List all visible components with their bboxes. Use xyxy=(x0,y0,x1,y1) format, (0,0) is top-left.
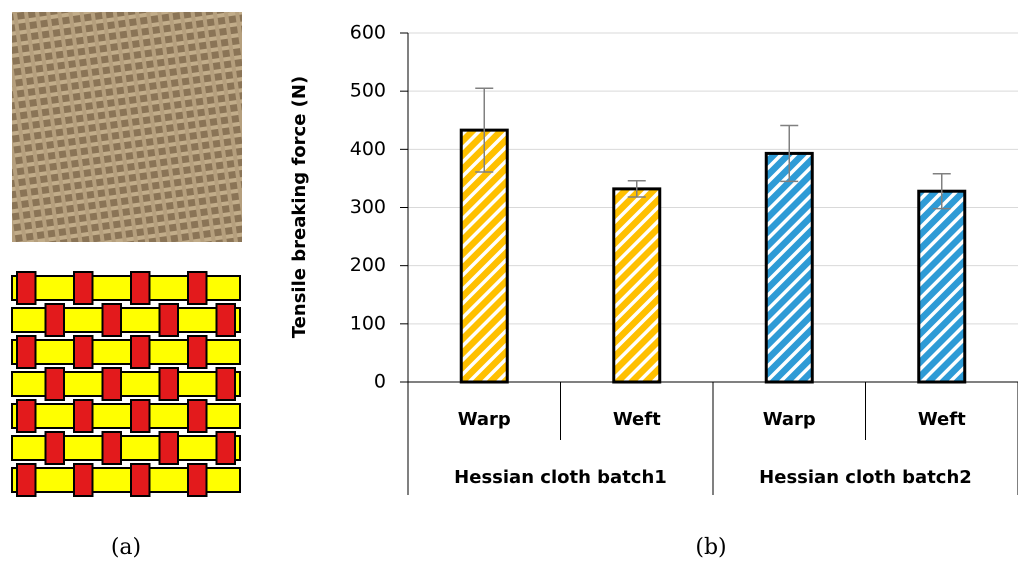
warp-strip xyxy=(73,463,94,497)
panel-label: (a) xyxy=(111,535,141,560)
warp-strip xyxy=(44,303,65,337)
warp-strip xyxy=(73,271,94,305)
y-tick-label: 500 xyxy=(350,80,386,102)
warp-strip xyxy=(16,335,37,369)
warp-strip xyxy=(158,367,179,401)
warp-strip xyxy=(16,399,37,433)
fabric-photo xyxy=(12,12,242,242)
warp-strip xyxy=(44,367,65,401)
warp-strip xyxy=(130,463,151,497)
warp-strip xyxy=(158,303,179,337)
bar xyxy=(917,189,967,384)
warp-strip xyxy=(16,271,37,305)
y-tick-label: 200 xyxy=(350,254,386,276)
warp-strip xyxy=(187,271,208,305)
warp-strip xyxy=(187,463,208,497)
x-tick-label: Warp xyxy=(458,409,511,430)
warp-strip xyxy=(215,303,236,337)
warp-strip xyxy=(101,431,122,465)
y-tick-label: 600 xyxy=(350,22,386,44)
x-tick-label: Weft xyxy=(613,409,661,430)
y-axis-label: Tensile breaking force (N) xyxy=(289,76,310,338)
warp-strip xyxy=(44,431,65,465)
x-tick-label: Warp xyxy=(763,409,816,430)
warp-strip xyxy=(130,335,151,369)
warp-strip xyxy=(130,271,151,305)
bar xyxy=(612,187,662,384)
panel-label: (b) xyxy=(695,535,726,560)
warp-strip xyxy=(215,431,236,465)
y-tick-label: 0 xyxy=(374,371,386,393)
warp-strip xyxy=(101,367,122,401)
warp-strip xyxy=(158,431,179,465)
warp-strip xyxy=(101,303,122,337)
y-tick-label: 100 xyxy=(350,312,386,334)
warp-strip xyxy=(187,335,208,369)
warp-strip xyxy=(215,367,236,401)
y-tick-label: 400 xyxy=(350,138,386,160)
weave-diagram xyxy=(11,271,241,497)
warp-strip xyxy=(187,399,208,433)
warp-strip xyxy=(130,399,151,433)
x-tick-label: Weft xyxy=(918,409,966,430)
bar xyxy=(764,151,814,384)
warp-strip xyxy=(73,335,94,369)
group-label: Hessian cloth batch1 xyxy=(454,467,667,488)
warp-strip xyxy=(16,463,37,497)
y-tick-label: 300 xyxy=(350,196,386,218)
group-label: Hessian cloth batch2 xyxy=(759,467,972,488)
warp-strip xyxy=(73,399,94,433)
